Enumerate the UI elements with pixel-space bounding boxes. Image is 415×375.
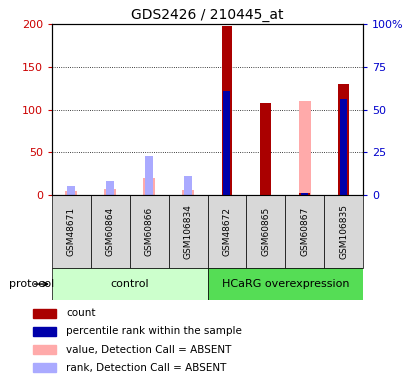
Text: protocol: protocol xyxy=(9,279,54,289)
Bar xyxy=(145,156,153,195)
Text: percentile rank within the sample: percentile rank within the sample xyxy=(66,327,242,336)
Text: GSM60864: GSM60864 xyxy=(106,207,115,256)
Bar xyxy=(261,103,271,195)
Bar xyxy=(33,345,56,354)
Bar xyxy=(130,195,168,268)
Text: GSM48671: GSM48671 xyxy=(67,207,76,256)
Bar xyxy=(105,189,116,195)
Bar xyxy=(33,309,56,318)
Bar xyxy=(286,195,324,268)
Text: GSM106835: GSM106835 xyxy=(339,204,348,259)
Bar xyxy=(299,101,310,195)
Text: HCaRG overexpression: HCaRG overexpression xyxy=(222,279,349,289)
Bar xyxy=(208,268,363,300)
Text: count: count xyxy=(66,309,96,318)
Bar xyxy=(184,176,192,195)
Bar xyxy=(91,195,130,268)
Bar xyxy=(299,193,310,195)
Text: rank, Detection Call = ABSENT: rank, Detection Call = ABSENT xyxy=(66,363,227,372)
Bar xyxy=(301,193,308,195)
Bar xyxy=(106,182,114,195)
Bar xyxy=(324,195,363,268)
Bar xyxy=(338,84,349,195)
Bar xyxy=(223,91,230,195)
Bar xyxy=(182,190,194,195)
Bar xyxy=(52,195,91,268)
Bar xyxy=(143,178,155,195)
Text: GSM60866: GSM60866 xyxy=(145,207,154,256)
Bar xyxy=(67,186,75,195)
Text: GSM60865: GSM60865 xyxy=(261,207,270,256)
Bar xyxy=(52,268,208,300)
Bar xyxy=(247,195,286,268)
Text: GSM106834: GSM106834 xyxy=(183,204,193,259)
Bar xyxy=(33,327,56,336)
Text: GSM48672: GSM48672 xyxy=(222,207,232,256)
Bar xyxy=(33,363,56,372)
Bar xyxy=(168,195,208,268)
Bar xyxy=(66,191,77,195)
Text: control: control xyxy=(110,279,149,289)
Bar xyxy=(340,99,347,195)
Bar xyxy=(208,195,247,268)
Text: value, Detection Call = ABSENT: value, Detection Call = ABSENT xyxy=(66,345,232,354)
Bar xyxy=(222,26,232,195)
Title: GDS2426 / 210445_at: GDS2426 / 210445_at xyxy=(131,8,284,22)
Text: GSM60867: GSM60867 xyxy=(300,207,309,256)
